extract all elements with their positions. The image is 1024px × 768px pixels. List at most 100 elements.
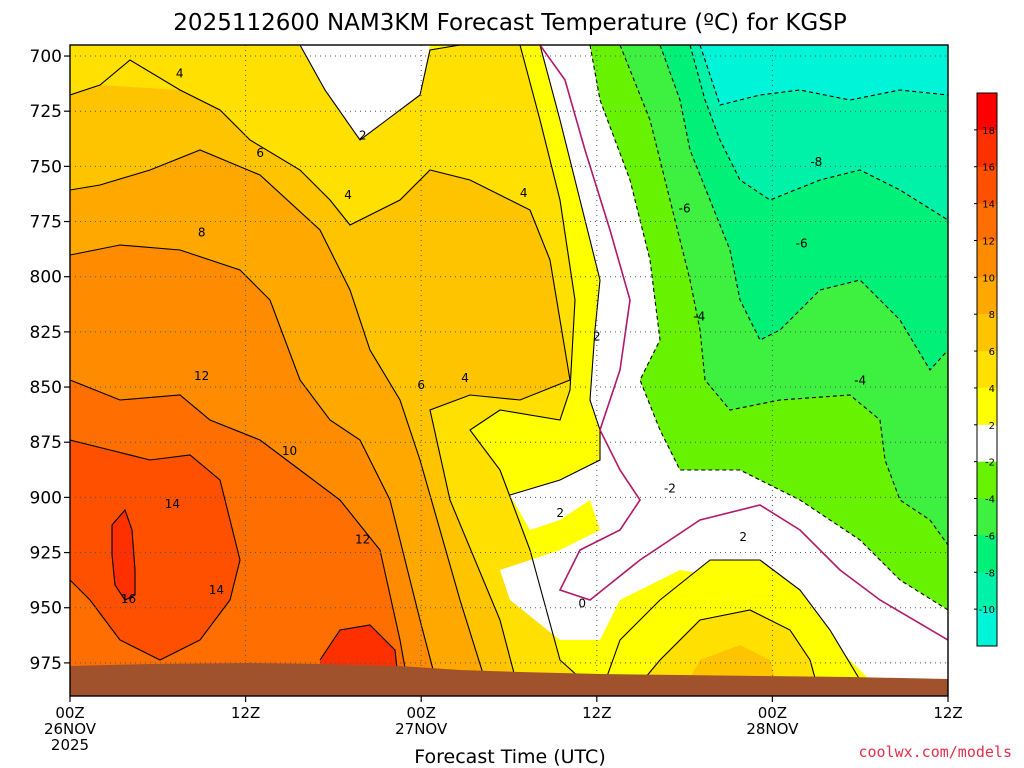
colorbar-label-12: -8: [985, 568, 995, 579]
colorbar-label-11: -6: [985, 531, 995, 542]
y-tick-label-750: 750: [30, 157, 62, 177]
isotherm-lower-4-line: [629, 609, 821, 696]
isotherm-16-line-b: [319, 624, 401, 696]
contour-label-14: 2: [593, 329, 601, 343]
colorbar-label-8: 2: [989, 421, 995, 432]
contour-label-3: 2: [359, 128, 367, 142]
x-tick-label-5: 12Z: [933, 704, 962, 722]
isotherm-minus4-line: [619, 45, 948, 546]
colorbar-label-10: -4: [985, 495, 995, 506]
colorbar-label-1: 16: [982, 163, 995, 174]
colorbar-swatch-2: [977, 166, 997, 205]
contour-label-10: 14: [209, 583, 224, 597]
terrain-ground: [70, 663, 948, 696]
contour-label-1: 6: [256, 146, 264, 160]
contour-label-11: 12: [355, 532, 370, 546]
contour-label-17: 2: [739, 530, 747, 544]
colorbar-label-9: -2: [985, 458, 995, 469]
plot-area: 4 6 8 2 4 4 12 10 14 16 14 12 6 4 2 2 0 2 -2 -4 -6 -6 -8 -4: [70, 45, 948, 696]
contour-label-23: -4: [854, 373, 866, 387]
contour-label-16: 0: [578, 596, 586, 610]
y-tick-label-975: 975: [30, 654, 62, 674]
contour-label-8: 14: [165, 497, 180, 511]
contour-label-19: -4: [693, 309, 705, 323]
colorbar-label-2: 14: [982, 200, 995, 211]
colorbar-label-4: 10: [982, 273, 995, 284]
y-tick-label-950: 950: [30, 599, 62, 619]
y-tick-label-725: 725: [30, 102, 62, 122]
fill-band-minus2-2: [300, 45, 948, 696]
contour-label-7: 10: [282, 444, 297, 458]
colorbar-swatch-14: [977, 609, 997, 647]
colorbar-swatch-7: [977, 351, 997, 389]
colorbar-swatch-10: [977, 461, 997, 500]
contour-label-4: 4: [344, 188, 352, 202]
contour-label-22: -8: [810, 155, 822, 169]
isotherm-4-line: [70, 59, 571, 696]
contour-label-21: -6: [796, 237, 808, 251]
x-tick-date-0: 26NOV: [44, 720, 97, 738]
contour-label-15: 2: [556, 506, 564, 520]
isotherm-6-line: [70, 149, 491, 696]
y-tick-label-900: 900: [30, 488, 62, 508]
contour-label-18: -2: [664, 482, 676, 496]
isotherm-2-inner-loop: [509, 45, 601, 496]
fill-band-below-minus10: [700, 45, 948, 105]
colorbar-label-13: -10: [979, 605, 995, 616]
contour-label-6: 12: [194, 369, 209, 383]
x-tick-date-4: 28NOV: [746, 720, 799, 738]
colorbar-swatch-1: [977, 129, 997, 168]
isotherm-minus2-line: [589, 45, 948, 611]
contour-label-9: 16: [121, 592, 136, 606]
y-tick-label-800: 800: [30, 268, 62, 288]
colorbar-swatch-6: [977, 314, 997, 352]
isotherms: [70, 45, 948, 696]
contour-label-5: 4: [520, 186, 528, 200]
y-tick-label-700: 700: [30, 47, 62, 67]
colorbar-swatch-8: [977, 387, 997, 426]
colorbar-swatch-3: [977, 203, 997, 241]
colorbar-label-6: 6: [989, 347, 995, 358]
colorbar-swatch-0: [977, 93, 997, 131]
x-tick-label-1: 12Z: [231, 704, 260, 722]
grid-lines: [70, 45, 948, 696]
colorbar-label-0: 18: [982, 126, 995, 137]
x-axis-title: Forecast Time (UTC): [414, 746, 605, 768]
y-tick-label-875: 875: [30, 433, 62, 453]
credit-text: coolwx.com/models: [858, 743, 1012, 761]
x-tick-label-2: 00Z: [407, 704, 436, 722]
contour-label-0: 4: [176, 67, 184, 81]
isotherm-16-line: [111, 508, 136, 601]
isotherm-minus10-line: [699, 45, 948, 106]
x-tick-label-0: 00Z: [55, 704, 84, 722]
colorbar-frame: [976, 92, 998, 647]
contour-label-12: 6: [417, 378, 425, 392]
colorbar-swatch-4: [977, 240, 997, 278]
y-tick-label-925: 925: [30, 544, 62, 564]
x-tick-label-3: 12Z: [582, 704, 611, 722]
isotherm-14-line: [70, 439, 241, 661]
colorbar-swatch-11: [977, 498, 997, 536]
fill-band-14-16: [70, 440, 240, 660]
x-tick-label-4: 00Z: [758, 704, 787, 722]
colorbar-label-3: 12: [982, 236, 995, 247]
y-tick-label-850: 850: [30, 378, 62, 398]
colorbar-swatch-5: [977, 277, 997, 315]
x-tick-date-2: 27NOV: [395, 720, 448, 738]
colorbar-label-5: 8: [989, 310, 995, 321]
contour-label-2: 8: [198, 226, 206, 240]
isotherm-minus8-line: [689, 45, 948, 221]
contour-label-20: -6: [679, 201, 691, 215]
isotherm-8-line: [70, 244, 441, 696]
contour-labels: 4 6 8 2 4 4 12 10 14 16 14 12 6 4 2 2 0 2 -2 -4 -6 -6 -8 -4: [121, 67, 866, 611]
isotherm-zero-line: [539, 45, 948, 641]
chart-title: 2025112600 NAM3KM Forecast Temperature (…: [173, 10, 847, 36]
contour-label-13: 4: [461, 371, 469, 385]
isotherm-12-line: [70, 379, 411, 696]
colorbar-swatch-12: [977, 535, 997, 573]
x-tick-year-0: 2025: [51, 736, 89, 754]
fill-band-16-18-a: [112, 510, 135, 600]
y-axis: 700 725 750 775 800 825 850 875 900 925 950 975: [30, 47, 70, 674]
